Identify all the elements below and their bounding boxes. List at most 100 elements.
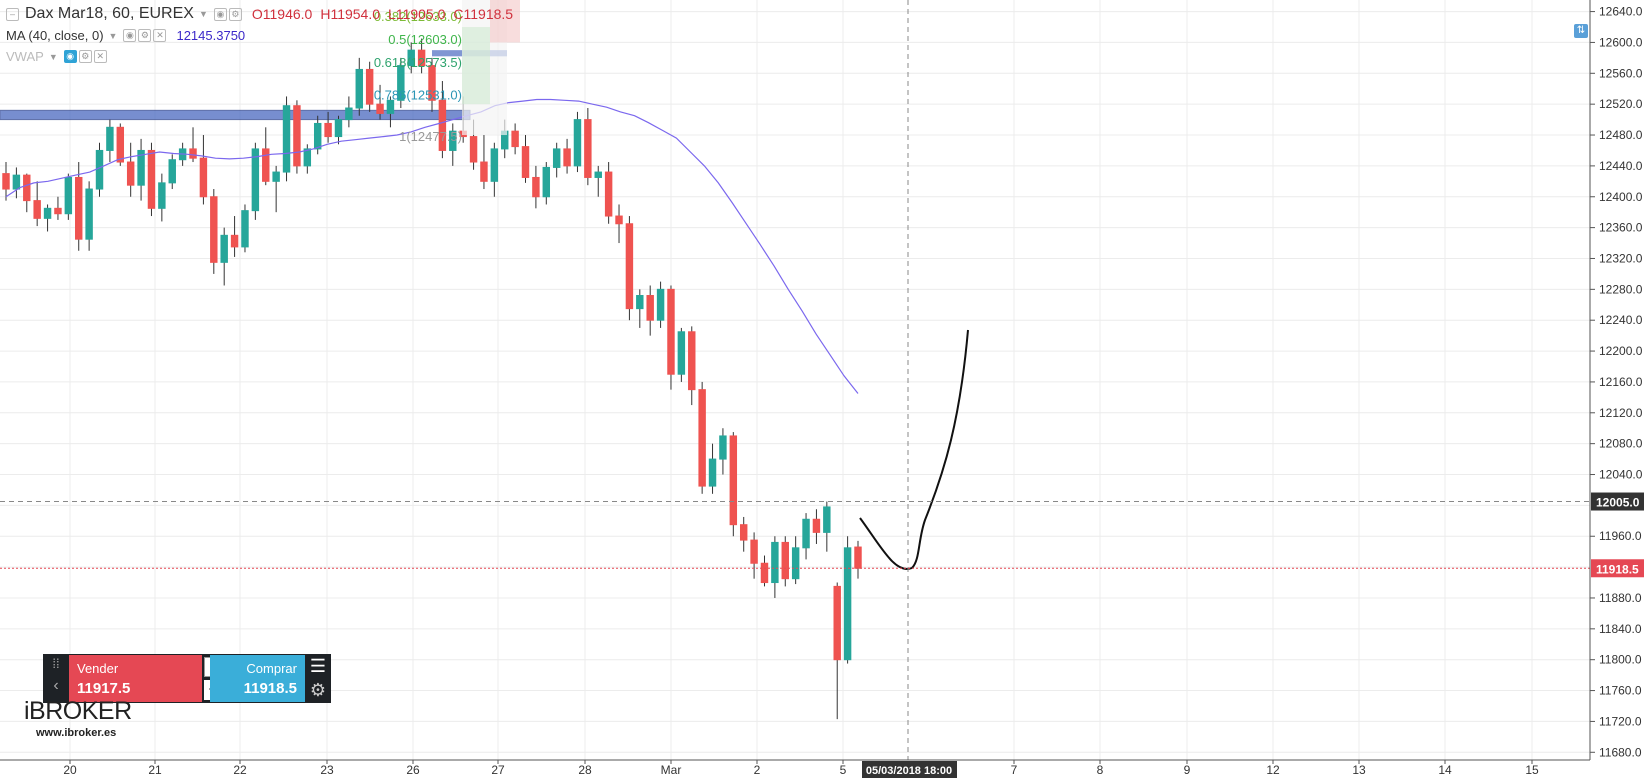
price-tick-label: 12320.0 — [1599, 251, 1643, 265]
scale-toggle-icon[interactable]: ⇅ — [1574, 24, 1588, 38]
candle-body — [64, 176, 73, 215]
candle-body — [719, 435, 727, 460]
settings-icon[interactable]: ⚙ — [228, 7, 242, 21]
candle-body — [511, 130, 519, 148]
candle-body — [667, 288, 675, 375]
price-tick-label: 12560.0 — [1599, 66, 1643, 80]
candle — [376, 84, 384, 120]
candle — [23, 173, 31, 213]
price-tick-label: 11960.0 — [1599, 529, 1642, 543]
candle — [843, 536, 852, 664]
candle-body — [43, 207, 52, 219]
candle — [54, 196, 62, 220]
symbol-title[interactable]: Dax Mar18, 60, EUREX — [25, 5, 194, 22]
symbol-legend: – Dax Mar18, 60, EUREX ▼ ◉ ⚙ O11946.0 H1… — [6, 5, 513, 23]
candle-body — [210, 196, 218, 263]
candle — [604, 162, 613, 224]
candle-body — [677, 331, 686, 375]
eye-icon[interactable]: ◉ — [123, 29, 137, 42]
price-tick-label: 11880.0 — [1599, 591, 1642, 605]
candle-body — [636, 295, 644, 310]
price-tick-label: 12240.0 — [1599, 313, 1643, 327]
fib-zone — [490, 0, 520, 43]
candle — [802, 513, 810, 560]
time-tick-label: 26 — [406, 763, 420, 777]
collapse-icon[interactable]: – — [6, 7, 19, 21]
candle-body — [324, 122, 332, 138]
close-icon[interactable]: ✕ — [93, 50, 107, 63]
close-icon[interactable]: ✕ — [153, 29, 167, 42]
settings-icon[interactable]: ⚙ — [78, 50, 92, 63]
candle-body — [137, 149, 145, 186]
time-axis[interactable]: 20 21 22 23 26 27 28 Mar 2 5 7 8 9 12 13 14 15 05/03/2018… — [0, 759, 1590, 779]
time-tick-label: 28 — [578, 763, 592, 777]
price-tick-label: 12160.0 — [1599, 375, 1643, 389]
sell-button[interactable]: Vender 11917.5 — [69, 655, 202, 702]
chevron-left-icon[interactable]: ‹ — [53, 677, 59, 694]
price-tick-label: 11680.0 — [1599, 745, 1642, 759]
candle-body — [542, 166, 551, 198]
candle-body — [584, 119, 592, 178]
candle — [2, 162, 10, 201]
fib-level-label: 0.5(12603.0) — [388, 32, 462, 47]
candle — [158, 173, 166, 222]
ma-value: 12145.3750 — [176, 28, 246, 43]
candle-body — [625, 223, 634, 310]
ohlc-open: O11946.0 — [251, 6, 313, 22]
candle — [677, 327, 686, 382]
candle-body — [158, 182, 166, 209]
candle-body — [791, 547, 800, 580]
crosshair-price-badge — [1591, 492, 1644, 511]
price-tick-label: 12520.0 — [1599, 97, 1643, 111]
time-tick-label: 9 — [1184, 763, 1191, 777]
candle-body — [750, 539, 758, 564]
candle-body — [823, 506, 831, 533]
candle — [636, 289, 644, 328]
fib-level-label: 0.382(12633.0) — [374, 9, 462, 24]
price-tick-label: 12480.0 — [1599, 128, 1643, 142]
candle-body — [334, 119, 343, 138]
candle-body — [708, 458, 717, 487]
candle-body — [552, 148, 561, 168]
candle — [137, 138, 145, 201]
candle-body — [251, 148, 260, 212]
time-tick-label: 23 — [320, 763, 334, 777]
gear-icon[interactable]: ⚙ — [309, 680, 327, 700]
vwap-label[interactable]: VWAP — [6, 49, 44, 64]
price-axis[interactable]: 12640.0 12600.0 12560.0 12520.0 12480.0 12440… — [1589, 0, 1644, 779]
candle-body — [563, 148, 571, 167]
candle-body — [604, 171, 613, 217]
candle-body — [532, 176, 540, 198]
last-price-badge — [1591, 559, 1644, 578]
ohlc-low: L11905.0 — [388, 6, 446, 22]
ma-label[interactable]: MA (40, close, 0) — [6, 28, 104, 43]
settings-icon[interactable]: ⚙ — [138, 29, 152, 42]
candle-body — [729, 435, 738, 526]
candle — [85, 181, 93, 251]
candle-body — [345, 107, 353, 121]
candle-body — [126, 161, 135, 186]
candlesticks — [2, 38, 862, 720]
drag-handle-icon[interactable]: ⁞⁞ ‹ — [43, 654, 69, 703]
chevron-down-icon[interactable]: ▼ — [48, 51, 58, 62]
candle — [771, 536, 779, 598]
support-zone — [0, 109, 471, 121]
candle-body — [760, 562, 769, 584]
eye-icon[interactable]: ◉ — [63, 50, 77, 63]
broker-url: www.ibroker.es — [36, 727, 117, 739]
time-tick-label: 12 — [1266, 763, 1280, 777]
ma-legend: MA (40, close, 0) ▼ ◉ ⚙ ✕ 12145.3750 — [6, 28, 245, 43]
menu-icon[interactable]: ☰ — [309, 656, 327, 676]
chevron-down-icon[interactable]: ▼ — [108, 30, 118, 41]
candle — [33, 181, 41, 227]
eye-icon[interactable]: ◉ — [213, 7, 227, 21]
candle-body — [490, 148, 499, 182]
candle-body — [365, 68, 374, 105]
fib-level-label: 0.618(12573.5) — [374, 55, 462, 70]
trade-panel: ⁞⁞ ‹ Vender 11917.5 − + Comprar 11918.5 … — [43, 654, 331, 703]
candle — [708, 443, 717, 494]
chevron-down-icon[interactable]: ▼ — [198, 9, 208, 19]
candle — [251, 142, 260, 220]
buy-button[interactable]: Comprar 11918.5 — [210, 655, 305, 702]
